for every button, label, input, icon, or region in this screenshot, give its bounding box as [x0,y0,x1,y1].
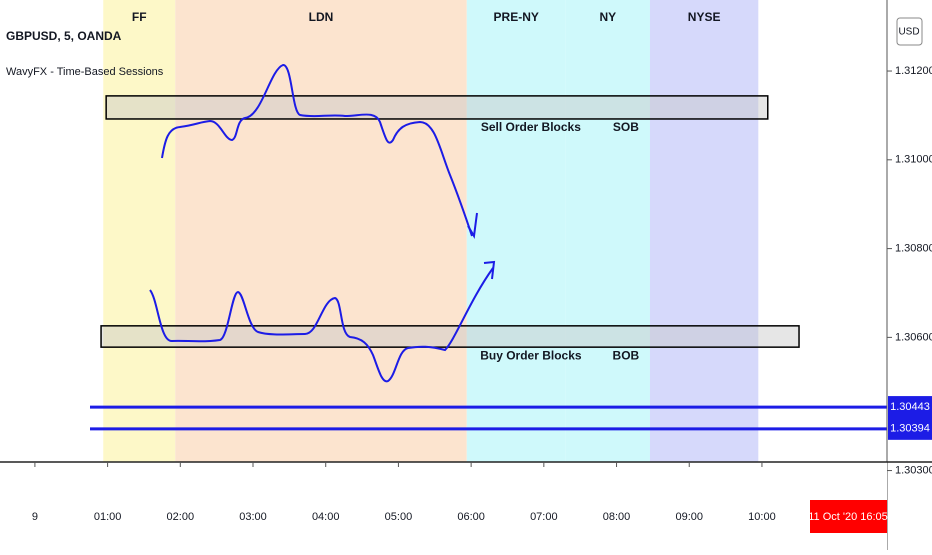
time-marker-box [810,500,887,533]
x-tick-label: 08:00 [603,511,631,523]
session-label: LDN [309,10,334,24]
drawn-curve [149,267,494,383]
order-block [105,95,769,120]
price-marker-label: 1.30443 [890,401,930,413]
session-band [103,0,176,462]
price-marker [888,417,932,440]
time-marker: 11 Oct '20 16:05 [808,511,888,523]
price-marker-label: 1.30394 [890,423,930,435]
session-label: NYSE [688,10,721,24]
order-block-tag: SOB [613,120,639,134]
order-block-label: Buy Order Blocks [480,348,582,362]
currency[interactable]: USD [898,27,919,38]
y-tick-label: 1.30800 [895,243,932,255]
session-band [565,0,650,462]
time-axis [0,462,887,550]
indicator: WavyFX - Time-Based Sessions [6,66,164,78]
x-tick-label: 07:00 [530,511,558,523]
y-tick-label: 1.31000 [895,154,932,166]
drawn-arrow [467,212,478,239]
session-band [466,0,566,462]
order-block-label: Sell Order Blocks [481,120,581,134]
symbol: GBPUSD, 5, OANDA [6,29,122,43]
x-tick-label: 09:00 [675,511,703,523]
y-tick-label: 1.30300 [895,464,932,476]
session-band [649,0,759,462]
x-tick-label: 04:00 [312,511,340,523]
order-block-tag: BOB [613,348,640,362]
session-label: PRE-NY [494,10,539,24]
price-axis [887,0,932,462]
session-label: FF [132,10,147,24]
y-tick-label: 1.30600 [895,331,932,343]
drawn-arrow [483,260,496,280]
y-tick-label: 1.31200 [895,65,932,77]
x-tick-label: 03:00 [239,511,267,523]
x-tick-label: 10:00 [748,511,776,523]
x-tick-label: 01:00 [94,511,122,523]
session-label: NY [599,10,616,24]
x-tick-label: 02:00 [167,511,195,523]
session-band [175,0,467,462]
currency-button[interactable] [896,17,923,46]
x-tick-label: 05:00 [385,511,413,523]
x-tick-label: 9 [32,511,38,523]
price-marker [888,396,932,419]
x-tick-label: 06:00 [457,511,485,523]
drawn-curve [161,64,473,237]
order-block [100,325,800,348]
